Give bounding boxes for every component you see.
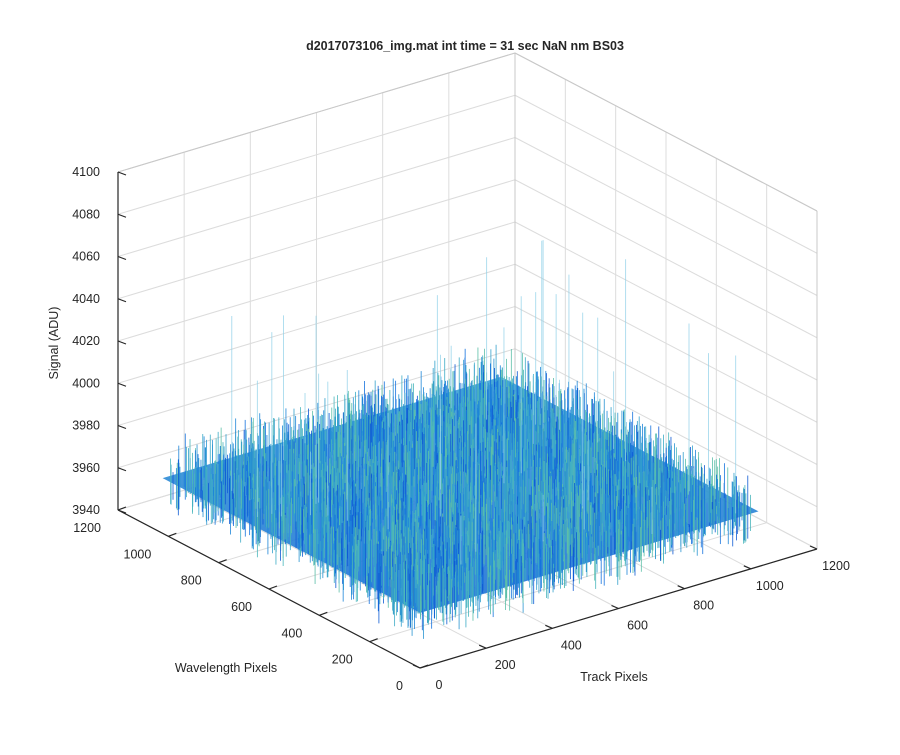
box-edge bbox=[514, 52, 818, 212]
x-tick-mark bbox=[611, 604, 619, 610]
x-tick-mark bbox=[545, 624, 553, 629]
grid-line bbox=[117, 348, 516, 469]
grid-line bbox=[117, 306, 516, 426]
z-tick-label: 4020 bbox=[72, 334, 100, 348]
z-tick-label: 4100 bbox=[72, 165, 100, 179]
grid-line bbox=[117, 94, 516, 215]
z-tick-label: 3940 bbox=[72, 503, 100, 517]
grid-line bbox=[514, 263, 818, 423]
x-tick-mark bbox=[809, 545, 818, 550]
z-tick-mark bbox=[117, 213, 127, 218]
z-tick-mark bbox=[117, 171, 127, 176]
axes bbox=[117, 171, 818, 669]
z-tick-mark bbox=[117, 382, 127, 387]
z-tick-mark bbox=[117, 467, 127, 472]
grid-line bbox=[117, 263, 516, 384]
y-axis-label: Wavelength Pixels bbox=[175, 661, 277, 675]
grid-line bbox=[369, 522, 767, 643]
grid-line bbox=[117, 137, 516, 257]
grid-line bbox=[514, 94, 818, 254]
grid-line bbox=[117, 221, 516, 342]
z-tick-label: 4000 bbox=[72, 376, 100, 390]
y-tick-mark bbox=[117, 506, 127, 511]
z-tick-mark bbox=[117, 255, 127, 261]
x-tick-label: 800 bbox=[693, 599, 714, 613]
z-axis-label: Signal (ADU) bbox=[47, 307, 61, 380]
y-tick-mark bbox=[369, 638, 378, 643]
x-tick-label: 1000 bbox=[756, 579, 784, 593]
x-tick-label: 0 bbox=[436, 678, 443, 692]
z-tick-label: 3960 bbox=[72, 461, 100, 475]
x-tick-mark bbox=[743, 565, 752, 570]
z-tick-label: 4060 bbox=[72, 250, 100, 264]
y-tick-mark bbox=[218, 559, 227, 564]
x-tick-label: 400 bbox=[561, 638, 582, 652]
x-tick-label: 200 bbox=[495, 658, 516, 672]
grid-line bbox=[514, 348, 818, 508]
x-tick-mark bbox=[677, 585, 685, 590]
grid-line bbox=[514, 306, 818, 465]
y-tick-label: 400 bbox=[281, 626, 302, 640]
y-tick-label: 0 bbox=[396, 679, 403, 693]
z-tick-mark bbox=[117, 298, 127, 303]
z-tick-label: 4080 bbox=[72, 207, 100, 221]
y-tick-label: 1000 bbox=[124, 547, 152, 561]
x-tick-mark bbox=[478, 644, 487, 649]
y-tick-label: 800 bbox=[181, 574, 202, 588]
surface bbox=[162, 240, 759, 639]
grid-line bbox=[117, 179, 516, 300]
y-tick-mark bbox=[419, 664, 429, 669]
y-tick-label: 1200 bbox=[73, 521, 101, 535]
x-axis-label: Track Pixels bbox=[580, 670, 648, 684]
z-tick-mark bbox=[117, 340, 127, 345]
chart-title: d2017073106_img.mat int time = 31 sec Na… bbox=[306, 39, 624, 53]
grid-line bbox=[514, 179, 818, 339]
z-tick-label: 3980 bbox=[72, 419, 100, 433]
y-tick-mark bbox=[268, 585, 278, 590]
x-tick-label: 1200 bbox=[822, 559, 850, 573]
y-tick-label: 200 bbox=[332, 653, 353, 667]
grid-line bbox=[514, 221, 818, 381]
x-tick-mark bbox=[412, 664, 421, 669]
y-tick-mark bbox=[319, 611, 328, 616]
grid-line bbox=[514, 137, 818, 296]
box-edge bbox=[117, 52, 516, 173]
z-tick-mark bbox=[117, 509, 127, 514]
y-tick-label: 600 bbox=[231, 600, 252, 614]
y-tick-mark bbox=[168, 532, 177, 537]
z-tick-mark bbox=[117, 424, 127, 430]
tick-labels: 0 200 400 600 800 1000 1200 0 200 400 600 800 1000 12… bbox=[72, 165, 850, 693]
z-tick-label: 4040 bbox=[72, 292, 100, 306]
x-tick-label: 600 bbox=[627, 619, 648, 633]
